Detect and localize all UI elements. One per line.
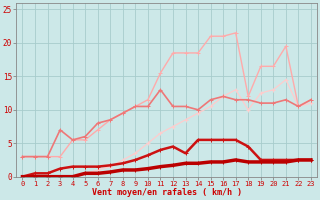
X-axis label: Vent moyen/en rafales ( km/h ): Vent moyen/en rafales ( km/h ): [92, 188, 242, 197]
